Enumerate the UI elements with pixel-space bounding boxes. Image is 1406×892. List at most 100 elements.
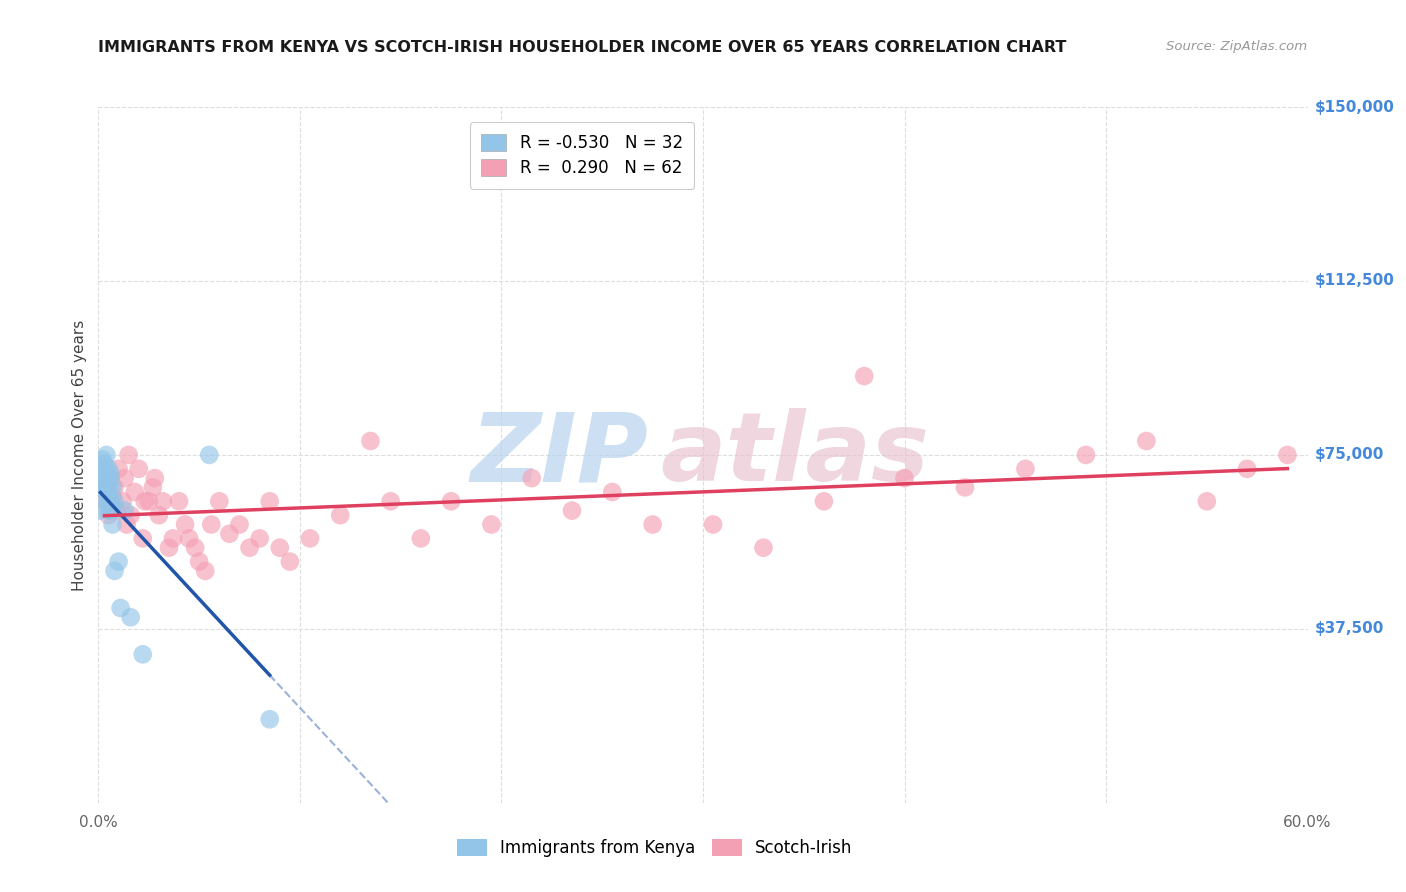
Point xyxy=(101,517,124,532)
Point xyxy=(299,532,322,546)
Point xyxy=(218,526,240,541)
Point xyxy=(101,480,124,494)
Point xyxy=(167,494,190,508)
Point xyxy=(1236,462,1258,476)
Point xyxy=(120,508,142,523)
Point xyxy=(118,448,141,462)
Point xyxy=(440,494,463,508)
Point xyxy=(97,462,120,476)
Point xyxy=(132,532,155,546)
Point xyxy=(148,508,170,523)
Point xyxy=(1074,448,1097,462)
Point xyxy=(174,517,197,532)
Point xyxy=(97,490,120,504)
Point xyxy=(259,494,281,508)
Point xyxy=(114,503,136,517)
Point xyxy=(105,503,128,517)
Point xyxy=(97,480,120,494)
Point xyxy=(360,434,382,448)
Point xyxy=(93,467,115,481)
Point xyxy=(96,448,118,462)
Text: Source: ZipAtlas.com: Source: ZipAtlas.com xyxy=(1167,40,1308,54)
Text: ZIP: ZIP xyxy=(471,409,648,501)
Point xyxy=(239,541,262,555)
Point xyxy=(278,555,301,569)
Point xyxy=(752,541,775,555)
Point xyxy=(380,494,402,508)
Point xyxy=(101,490,124,504)
Point xyxy=(329,508,352,523)
Point xyxy=(111,494,134,508)
Point xyxy=(259,712,281,726)
Point xyxy=(100,503,122,517)
Text: atlas: atlas xyxy=(661,409,929,501)
Point xyxy=(228,517,250,532)
Point xyxy=(249,532,271,546)
Point xyxy=(194,564,217,578)
Point xyxy=(124,485,146,500)
Point xyxy=(107,555,129,569)
Point xyxy=(97,508,120,523)
Point xyxy=(103,494,125,508)
Point xyxy=(91,462,114,476)
Point xyxy=(520,471,543,485)
Point xyxy=(93,494,115,508)
Point xyxy=(96,494,118,508)
Point xyxy=(813,494,835,508)
Point xyxy=(152,494,174,508)
Point xyxy=(269,541,291,555)
Point xyxy=(1014,462,1036,476)
Point xyxy=(134,494,156,508)
Text: $112,500: $112,500 xyxy=(1315,274,1395,288)
Point xyxy=(1135,434,1157,448)
Point xyxy=(128,462,150,476)
Point xyxy=(208,494,231,508)
Text: $75,000: $75,000 xyxy=(1315,448,1384,462)
Point xyxy=(110,601,132,615)
Point xyxy=(100,471,122,485)
Point xyxy=(115,517,138,532)
Point xyxy=(93,475,115,490)
Text: IMMIGRANTS FROM KENYA VS SCOTCH-IRISH HOUSEHOLDER INCOME OVER 65 YEARS CORRELATI: IMMIGRANTS FROM KENYA VS SCOTCH-IRISH HO… xyxy=(98,40,1067,55)
Point xyxy=(100,494,122,508)
Point xyxy=(188,555,211,569)
Point xyxy=(157,541,180,555)
Point xyxy=(162,532,184,546)
Point xyxy=(114,471,136,485)
Point xyxy=(702,517,724,532)
Point xyxy=(481,517,503,532)
Point xyxy=(89,503,111,517)
Point xyxy=(91,480,114,494)
Point xyxy=(93,480,115,494)
Point xyxy=(142,480,165,494)
Point xyxy=(1195,494,1218,508)
Point xyxy=(853,369,876,384)
Point xyxy=(97,503,120,517)
Point xyxy=(101,499,124,513)
Point xyxy=(91,452,114,467)
Text: $150,000: $150,000 xyxy=(1315,100,1395,114)
Point xyxy=(893,471,915,485)
Legend: Immigrants from Kenya, Scotch-Irish: Immigrants from Kenya, Scotch-Irish xyxy=(450,832,859,864)
Point xyxy=(561,503,583,517)
Point xyxy=(953,480,976,494)
Point xyxy=(198,448,221,462)
Point xyxy=(100,467,122,481)
Point xyxy=(93,457,115,471)
Point xyxy=(143,471,166,485)
Point xyxy=(103,564,125,578)
Point xyxy=(100,471,122,485)
Y-axis label: Householder Income Over 65 years: Householder Income Over 65 years xyxy=(72,319,87,591)
Point xyxy=(96,480,118,494)
Point xyxy=(132,648,155,662)
Point xyxy=(103,480,125,494)
Text: $37,500: $37,500 xyxy=(1315,622,1384,636)
Point xyxy=(1277,448,1299,462)
Point xyxy=(120,610,142,624)
Point xyxy=(409,532,432,546)
Point xyxy=(184,541,207,555)
Point xyxy=(107,462,129,476)
Point xyxy=(177,532,201,546)
Point xyxy=(641,517,664,532)
Point xyxy=(96,485,118,500)
